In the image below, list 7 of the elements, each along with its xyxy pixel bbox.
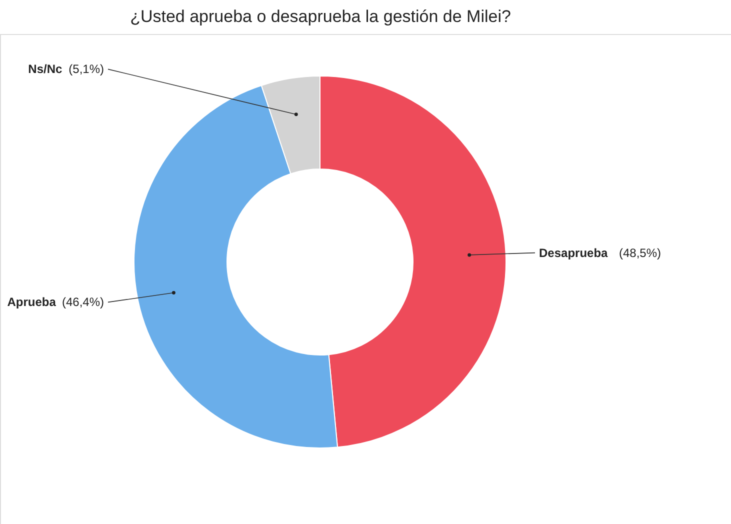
data-label: (5,1%) xyxy=(68,62,104,76)
data-label: (48,5%) xyxy=(619,246,662,260)
slice-label: Desaprueba xyxy=(539,246,608,260)
chart-title: ¿Usted aprueba o desaprueba la gestión de Milei? xyxy=(130,7,511,26)
slice-label: Aprueba xyxy=(7,295,56,310)
slice-label: Ns/Nc xyxy=(28,62,63,76)
data-label: (46,4%) xyxy=(62,295,104,310)
